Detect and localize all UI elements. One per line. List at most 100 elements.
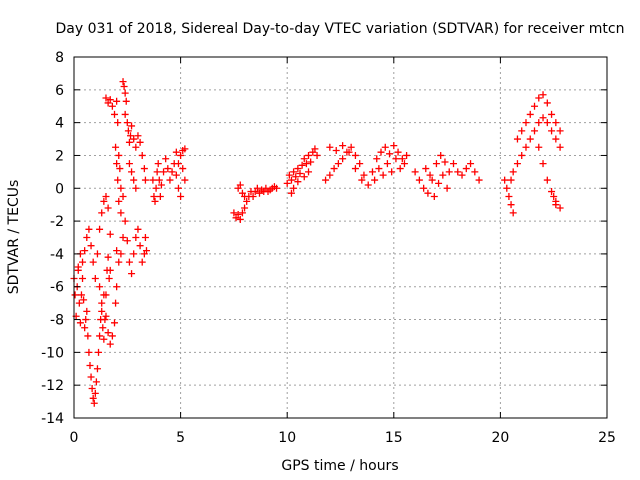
- data-point: [386, 150, 394, 158]
- data-point: [368, 168, 376, 176]
- data-point: [80, 296, 88, 304]
- data-point: [381, 143, 389, 151]
- data-point: [339, 155, 347, 163]
- data-point: [287, 176, 295, 184]
- data-point: [81, 247, 89, 255]
- y-tick-labels: -14 -12 -10 -8 -6 -4 -2 0 2 4 6 8: [41, 50, 64, 427]
- x-axis-label: GPS time / hours: [281, 458, 398, 474]
- data-point: [311, 145, 319, 153]
- data-point: [150, 192, 158, 200]
- data-point: [153, 168, 161, 176]
- data-point: [106, 266, 114, 274]
- x-tick-label: 15: [385, 430, 403, 446]
- data-point: [114, 119, 122, 127]
- data-point: [84, 332, 92, 340]
- data-point: [105, 275, 113, 283]
- data-point: [128, 168, 136, 176]
- data-point: [156, 192, 164, 200]
- data-point: [152, 184, 160, 192]
- data-point: [392, 155, 400, 163]
- data-point: [126, 132, 134, 140]
- data-point: [539, 160, 547, 168]
- data-point: [121, 89, 129, 97]
- data-point: [123, 119, 131, 127]
- data-point: [101, 316, 109, 324]
- data-point: [154, 160, 162, 168]
- data-point: [115, 197, 123, 205]
- data-point: [128, 122, 136, 130]
- data-point: [364, 181, 372, 189]
- y-tick-label: -10: [41, 345, 64, 361]
- data-point: [90, 399, 98, 407]
- data-point: [454, 168, 462, 176]
- data-point: [112, 299, 120, 307]
- data-point: [305, 151, 313, 159]
- data-point: [136, 138, 144, 146]
- data-point: [104, 253, 112, 261]
- data-point: [98, 299, 106, 307]
- data-point: [422, 165, 430, 173]
- data-point: [467, 160, 475, 168]
- data-point: [121, 217, 129, 225]
- data-point: [140, 165, 148, 173]
- data-point: [122, 97, 130, 105]
- data-point: [437, 151, 445, 159]
- data-point: [92, 378, 100, 386]
- data-point: [164, 165, 172, 173]
- data-point: [113, 97, 121, 105]
- data-point: [543, 176, 551, 184]
- data-point: [181, 176, 189, 184]
- data-point: [75, 299, 83, 307]
- data-point: [149, 176, 157, 184]
- data-point: [360, 171, 368, 179]
- data-point: [179, 165, 187, 173]
- data-point: [128, 270, 136, 278]
- data-point: [556, 143, 564, 151]
- data-point: [503, 184, 511, 192]
- data-point: [526, 110, 534, 118]
- data-point: [132, 143, 140, 151]
- data-point: [85, 225, 93, 233]
- data-point: [125, 138, 133, 146]
- data-point: [518, 127, 526, 135]
- data-point: [302, 160, 310, 168]
- data-point: [351, 165, 359, 173]
- data-point: [526, 135, 534, 143]
- data-point: [543, 99, 551, 107]
- data-point: [89, 394, 97, 402]
- data-point: [117, 184, 125, 192]
- y-tick-label: -14: [41, 411, 64, 427]
- data-point: [243, 197, 251, 205]
- data-point: [136, 242, 144, 250]
- y-tick-label: -6: [50, 280, 64, 296]
- data-point: [71, 291, 79, 299]
- data-point: [172, 148, 180, 156]
- data-point: [379, 171, 387, 179]
- data-point: [102, 312, 110, 320]
- data-point: [95, 348, 103, 356]
- y-tick-label: -8: [50, 313, 64, 329]
- data-point: [294, 178, 302, 186]
- data-point: [556, 204, 564, 212]
- y-axis-label: SDTVAR / TECUs: [6, 180, 22, 295]
- data-point: [430, 192, 438, 200]
- data-point: [358, 176, 366, 184]
- data-point: [513, 160, 521, 168]
- data-point: [77, 291, 85, 299]
- data-point: [531, 127, 539, 135]
- data-point: [428, 176, 436, 184]
- y-tick-label: -12: [41, 378, 64, 394]
- data-point: [475, 176, 483, 184]
- data-point: [449, 160, 457, 168]
- data-point: [330, 165, 338, 173]
- data-point: [236, 181, 244, 189]
- data-point: [518, 151, 526, 159]
- data-point: [439, 171, 447, 179]
- data-point: [132, 184, 140, 192]
- data-point: [115, 258, 123, 266]
- data-point: [114, 176, 122, 184]
- data-point: [100, 335, 108, 343]
- data-point: [119, 234, 127, 241]
- data-point: [383, 160, 391, 168]
